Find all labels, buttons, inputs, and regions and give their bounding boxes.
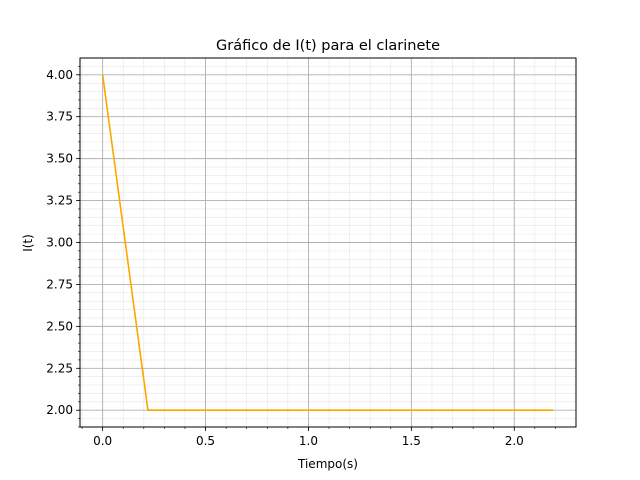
y-tick-label: 2.50 <box>46 319 73 333</box>
x-tick-label: 1.0 <box>299 434 318 448</box>
x-tick-label: 1.5 <box>402 434 421 448</box>
x-tick-label: 0.5 <box>196 434 215 448</box>
x-tick-label: 2.0 <box>505 434 524 448</box>
y-tick-label: 3.50 <box>46 152 73 166</box>
y-tick-label: 2.75 <box>46 277 73 291</box>
y-tick-label: 4.00 <box>46 68 73 82</box>
y-tick-label: 2.25 <box>46 361 73 375</box>
ticks: 0.0 0.5 1.0 1.5 2.0 2.00 2.25 2.50 2.75 3.00 3.25 3… <box>46 66 556 448</box>
y-tick-label: 2.00 <box>46 403 73 417</box>
x-axis-label: Tiempo(s) <box>297 457 358 471</box>
series-line <box>101 74 554 412</box>
y-tick-label: 3.25 <box>46 194 73 208</box>
y-tick-label: 3.00 <box>46 236 73 250</box>
y-tick-label: 3.75 <box>46 110 73 124</box>
series-layer <box>101 74 554 412</box>
grid <box>80 58 576 428</box>
chart-title: Gráfico de I(t) para el clarinete <box>216 38 440 54</box>
y-axis-label: I(t) <box>21 234 35 252</box>
x-tick-label: 0.0 <box>93 434 112 448</box>
